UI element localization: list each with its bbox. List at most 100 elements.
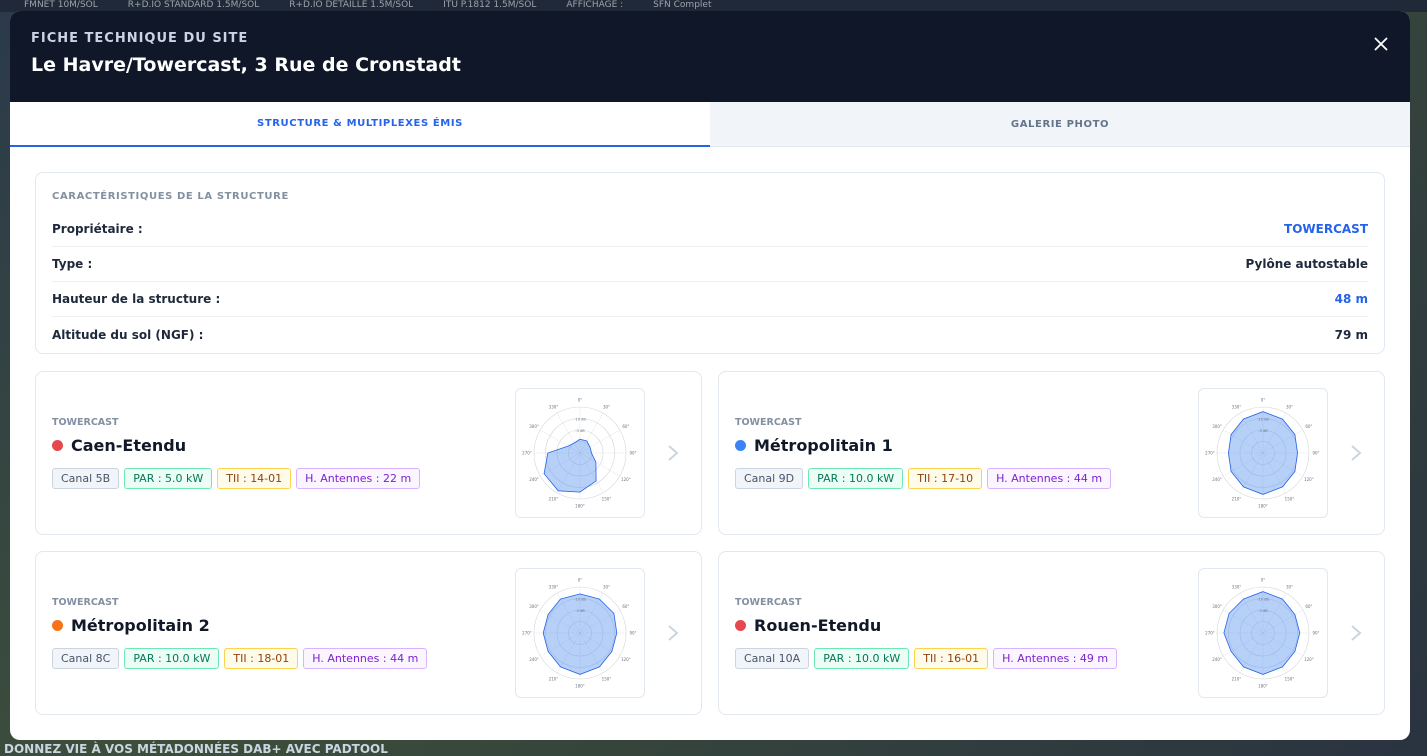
radiation-pattern bbox=[1223, 591, 1301, 675]
chevron[interactable] bbox=[1349, 444, 1363, 462]
spoke bbox=[1223, 452, 1264, 477]
multiplex-name: Métropolitain 1 bbox=[735, 436, 893, 455]
multiplex-card[interactable]: TOWERCAST Métropolitain 2 Canal 8C PAR : 10… bbox=[35, 551, 702, 715]
angle-label: 30° bbox=[1286, 405, 1293, 410]
angle-label: 150° bbox=[1285, 496, 1295, 501]
multiplex-name: Rouen-Etendu bbox=[735, 616, 881, 635]
info-label: Altitude du sol (NGF) : bbox=[52, 327, 204, 342]
angle-label: 300° bbox=[1212, 604, 1222, 609]
spoke bbox=[579, 632, 620, 657]
angle-label: 30° bbox=[603, 405, 610, 410]
angle-label: 120° bbox=[621, 477, 631, 482]
multiplex-card[interactable]: TOWERCAST Rouen-Etendu Canal 10A PAR : 10.0… bbox=[718, 551, 1385, 715]
multiplex-name: Métropolitain 2 bbox=[52, 616, 210, 635]
spoke bbox=[556, 632, 581, 673]
angle-label: 60° bbox=[1305, 424, 1312, 429]
angle-label: 240° bbox=[1212, 657, 1222, 662]
name-text: Métropolitain 1 bbox=[754, 436, 893, 455]
name-text: Métropolitain 2 bbox=[71, 616, 210, 635]
multiplex-card[interactable]: TOWERCAST Caen-Etendu Canal 5B PAR : 5.0 kW… bbox=[35, 371, 702, 535]
angle-label: 90° bbox=[629, 631, 636, 636]
spoke bbox=[1223, 429, 1264, 454]
angle-label: 90° bbox=[629, 451, 636, 456]
info-value: Pylône autostable bbox=[1245, 257, 1369, 271]
ring-label: -3 dB bbox=[575, 609, 585, 613]
info-label: Propriétaire : bbox=[52, 222, 143, 236]
operator: TOWERCAST bbox=[52, 597, 119, 608]
info-label: Type : bbox=[52, 257, 93, 271]
info-row: Type : Pylône autostable bbox=[52, 247, 1368, 282]
tag: Canal 10A bbox=[735, 648, 810, 669]
info-value: 79 m bbox=[1334, 327, 1368, 342]
footer-text: DONNEZ VIE À VOS MÉTADONNÉES DAB+ AVEC P… bbox=[4, 742, 388, 756]
angle-label: 120° bbox=[1304, 657, 1314, 662]
ring-label: -10 dB bbox=[1257, 598, 1269, 602]
chevron[interactable] bbox=[666, 624, 680, 642]
tag: Canal 8C bbox=[52, 648, 120, 669]
status-dot bbox=[735, 440, 746, 451]
ring-label: -10 dB bbox=[574, 418, 586, 422]
menu-item: ITU P.1812 1.5M/SOL bbox=[443, 0, 537, 10]
close-button[interactable] bbox=[1374, 37, 1388, 51]
spoke bbox=[579, 593, 604, 634]
tag: TII : 17-10 bbox=[908, 468, 983, 489]
top-bar: FMNET 10M/SOL R+D.IO STANDARD 1.5M/SOL R+D… bbox=[0, 0, 1427, 12]
tag: Canal 5B bbox=[52, 468, 120, 489]
menu-item: R+D.IO STANDARD 1.5M/SOL bbox=[127, 0, 260, 10]
spoke bbox=[556, 413, 581, 454]
tag: TII : 14-01 bbox=[217, 468, 292, 489]
info-row: Propriétaire : TOWERCAST bbox=[52, 212, 1368, 247]
info-value: TOWERCAST bbox=[1284, 222, 1368, 236]
chevron[interactable] bbox=[666, 444, 680, 462]
status-dot bbox=[735, 620, 746, 631]
tags: Canal 9D PAR : 10.0 kW TII : 17-10 H. Anten… bbox=[735, 468, 1112, 489]
ring-label: -10 dB bbox=[1257, 418, 1269, 422]
angle-label: 270° bbox=[522, 631, 532, 636]
angle-label: 270° bbox=[522, 451, 532, 456]
tab[interactable]: STRUCTURE & MULTIPLEXES ÉMIS bbox=[10, 102, 710, 147]
menu-item: R+D.IO DÉTAILLÉ 1.5M/SOL bbox=[289, 0, 414, 10]
ring bbox=[1228, 598, 1298, 668]
angle-label: 270° bbox=[1205, 451, 1215, 456]
tags: Canal 8C PAR : 10.0 kW TII : 18-01 H. Anten… bbox=[52, 648, 428, 669]
tag: PAR : 10.0 kW bbox=[814, 648, 910, 669]
modal-header: FICHE TECHNIQUE DU SITE Le Havre/Towerca… bbox=[10, 11, 1410, 102]
spoke bbox=[1262, 429, 1303, 454]
spoke bbox=[579, 609, 620, 634]
angle-label: 0° bbox=[578, 398, 583, 403]
tab[interactable]: GALERIE PHOTO bbox=[710, 102, 1410, 147]
polar-box: 0° 30° 60° 90° 120° 150° 180° 210° 240° 270° 300° 3… bbox=[1198, 568, 1328, 698]
angle-label: 0° bbox=[578, 578, 583, 583]
kicker: FICHE TECHNIQUE DU SITE bbox=[31, 31, 249, 46]
multiplex-name: Caen-Etendu bbox=[52, 436, 186, 455]
angle-label: 90° bbox=[1312, 451, 1319, 456]
tag: Canal 9D bbox=[735, 468, 804, 489]
operator: TOWERCAST bbox=[735, 597, 802, 608]
info-row: Altitude du sol (NGF) : 79 m bbox=[52, 317, 1368, 352]
angle-label: 240° bbox=[1212, 477, 1222, 482]
menu-item: AFFICHAGE : bbox=[566, 0, 624, 10]
tags: Canal 5B PAR : 5.0 kW TII : 14-01 H. Antenn… bbox=[52, 468, 421, 489]
multiplex-card[interactable]: TOWERCAST Métropolitain 1 Canal 9D PAR : 10… bbox=[718, 371, 1385, 535]
angle-label: 210° bbox=[1232, 676, 1242, 681]
modal: FICHE TECHNIQUE DU SITE Le Havre/Towerca… bbox=[10, 11, 1410, 740]
angle-label: 300° bbox=[529, 424, 539, 429]
angle-label: 150° bbox=[602, 496, 612, 501]
status-dot bbox=[52, 440, 63, 451]
info-value: 48 m bbox=[1334, 292, 1368, 306]
angle-label: 30° bbox=[1286, 585, 1293, 590]
spoke bbox=[579, 413, 604, 454]
chevron[interactable] bbox=[1349, 624, 1363, 642]
modal-title: Le Havre/Towercast, 3 Rue de Cronstadt bbox=[31, 54, 461, 76]
tag: H. Antennes : 44 m bbox=[987, 468, 1112, 489]
tag: PAR : 10.0 kW bbox=[808, 468, 904, 489]
angle-label: 180° bbox=[575, 504, 585, 509]
spoke bbox=[1262, 632, 1287, 673]
structure-card: CARACTÉRISTIQUES DE LA STRUCTURE Proprié… bbox=[35, 172, 1385, 354]
radiation-pattern bbox=[1228, 411, 1298, 495]
spoke bbox=[1262, 452, 1303, 477]
polar-box: 0° 30° 60° 90° 120° 150° 180° 210° 240° 270° 300° 3… bbox=[515, 388, 645, 518]
spoke bbox=[579, 429, 620, 454]
angle-label: 240° bbox=[529, 657, 539, 662]
